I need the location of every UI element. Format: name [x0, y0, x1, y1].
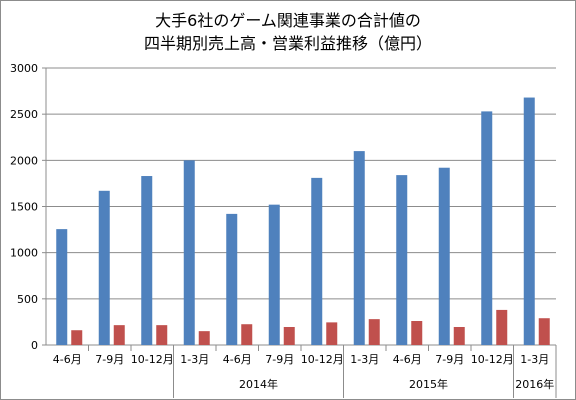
x-category-label: 10-12月 — [131, 353, 174, 366]
bar-series-2 — [241, 324, 253, 345]
y-tick-label: 500 — [17, 293, 38, 306]
year-group-label: 2016年 — [515, 377, 554, 391]
x-category-label: 4-6月 — [393, 353, 422, 366]
bar-series-2 — [453, 326, 465, 345]
x-category-label: 10-12月 — [301, 353, 344, 366]
chart-title-line-2: 四半期別売上高・営業利益推移（億円） — [144, 34, 432, 53]
axis-labels: 0 500 1000 1500 2000 2500 3000 4-6月 7-9月 10-12月 1-… — [10, 62, 554, 391]
x-category-label: 4-6月 — [53, 353, 82, 366]
y-tick-label: 2000 — [10, 154, 38, 167]
bar-series-1 — [353, 151, 365, 345]
chart-title: 大手6社のゲーム関連事業の合計値の 四半期別売上高・営業利益推移（億円） — [144, 11, 432, 53]
bar-series-1 — [438, 167, 450, 345]
bar-series-2 — [368, 319, 380, 345]
y-tick-label: 1000 — [10, 247, 38, 260]
bar-series-2 — [283, 326, 295, 345]
x-category-label: 1-3月 — [350, 353, 379, 366]
y-tick-label: 2500 — [10, 108, 38, 121]
x-category-label: 1-3月 — [180, 353, 209, 366]
bar-series-2 — [326, 322, 338, 345]
axes — [42, 67, 557, 398]
y-tick-label: 3000 — [10, 62, 38, 75]
y-tick-label: 0 — [31, 339, 38, 352]
year-group-label: 2014年 — [239, 377, 278, 391]
bar-series-2 — [156, 325, 168, 345]
bar-series-2 — [198, 331, 210, 345]
x-category-label: 7-9月 — [265, 353, 294, 366]
bar-series-1 — [481, 111, 493, 345]
x-category-label: 7-9月 — [435, 353, 464, 366]
bars — [56, 97, 550, 346]
bar-series-1 — [56, 229, 68, 345]
bar-series-1 — [268, 204, 280, 345]
year-group-label: 2015年 — [409, 377, 448, 391]
chart-title-line-1: 大手6社のゲーム関連事業の合計値の — [155, 11, 421, 30]
gridlines — [46, 67, 556, 300]
y-tick-label: 1500 — [10, 201, 38, 214]
bar-series-1 — [141, 176, 153, 345]
bar-series-1 — [226, 213, 238, 345]
bar-series-2 — [496, 309, 508, 345]
x-category-label: 7-9月 — [95, 353, 124, 366]
bar-series-2 — [113, 325, 125, 345]
bar-series-1 — [98, 190, 110, 345]
x-category-label: 4-6月 — [223, 353, 252, 366]
bar-series-1 — [523, 97, 535, 346]
bar-series-1 — [396, 175, 408, 345]
bar-series-2 — [71, 330, 83, 345]
bar-series-1 — [311, 177, 323, 345]
x-category-label: 1-3月 — [520, 353, 549, 366]
x-category-label: 10-12月 — [471, 353, 514, 366]
bar-series-1 — [183, 160, 195, 345]
bar-series-2 — [411, 320, 423, 345]
bar-series-2 — [538, 318, 550, 345]
